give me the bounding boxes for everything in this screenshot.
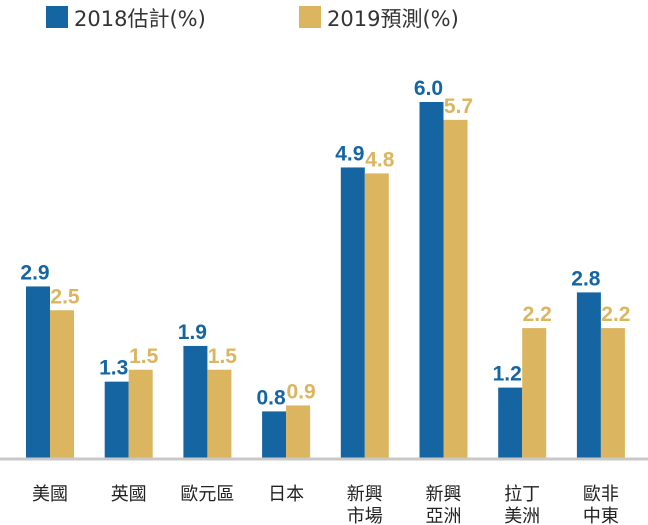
category-label-8-line-1: 歐非 <box>583 484 619 505</box>
category-label-5-line-1: 新興 <box>347 484 383 505</box>
value-label-s2-c7: 2.2 <box>523 303 552 326</box>
value-label-s1-c4: 0.8 <box>256 386 286 409</box>
legend: 2018估計(%) 2019預測(%) <box>46 6 459 31</box>
value-label-s1-c8: 2.8 <box>571 267 601 290</box>
value-label-s1-c2: 1.3 <box>99 357 128 380</box>
category-label-8-line-2: 中東 <box>583 506 619 525</box>
bar-s2-c8 <box>600 328 625 459</box>
value-label-s1-c1: 2.9 <box>20 261 49 284</box>
bar-s2-c6 <box>443 119 468 459</box>
category-label-7-line-2: 美洲 <box>504 506 540 525</box>
category-label-1-line-1: 美國 <box>32 484 68 505</box>
category-label-7-line-1: 拉丁 <box>504 484 540 505</box>
value-label-s2-c5: 4.8 <box>365 148 395 171</box>
value-label-s2-c6: 5.7 <box>444 95 473 118</box>
category-label-5-line-2: 市場 <box>347 506 383 525</box>
bar-s1-c5 <box>340 167 365 459</box>
category-label-2-line-1: 英國 <box>111 484 147 505</box>
value-label-s1-c3: 1.9 <box>178 321 207 344</box>
bar-s1-c8 <box>576 292 601 459</box>
bar-s2-c3 <box>207 369 232 459</box>
category-label-3-line-1: 歐元區 <box>180 484 234 505</box>
legend-swatch-1 <box>46 6 68 28</box>
value-label-s2-c8: 2.2 <box>601 303 630 326</box>
value-label-s2-c3: 1.5 <box>208 345 238 368</box>
bar-s1-c7 <box>498 387 523 459</box>
bar-s1-c2 <box>104 381 129 459</box>
legend-swatch-2 <box>299 6 321 28</box>
category-label-6-line-1: 新興 <box>426 484 462 505</box>
legend-label-1: 2018估計(%) <box>74 7 206 31</box>
bar-s2-c4 <box>286 405 311 459</box>
bar-s1-c4 <box>262 411 287 459</box>
value-label-s1-c6: 6.0 <box>414 77 443 100</box>
legend-label-2: 2019預測(%) <box>327 7 459 31</box>
bar-s1-c6 <box>419 102 444 459</box>
category-label-4-line-1: 日本 <box>268 484 304 505</box>
value-labels: 2.92.51.31.51.91.50.8 0.94.9 4.86.05.71.22… <box>20 77 630 409</box>
bars <box>26 102 625 459</box>
value-label-s2-c2: 1.5 <box>129 345 159 368</box>
bar-s1-c3 <box>183 345 208 459</box>
bar-s2-c1 <box>50 310 74 459</box>
category-label-6-line-2: 亞洲 <box>426 506 462 525</box>
value-label-s1-c7: 1.2 <box>493 363 522 386</box>
bar-s2-c5 <box>364 173 389 459</box>
value-label-s1-c5: 4.9 <box>335 142 364 165</box>
bar-s2-c7 <box>522 328 547 459</box>
value-label-s2-c1: 2.5 <box>50 285 80 308</box>
bar-s2-c2 <box>128 369 153 459</box>
value-label-s2-c4: 0.9 <box>286 380 315 403</box>
bar-s1-c1 <box>26 286 50 459</box>
